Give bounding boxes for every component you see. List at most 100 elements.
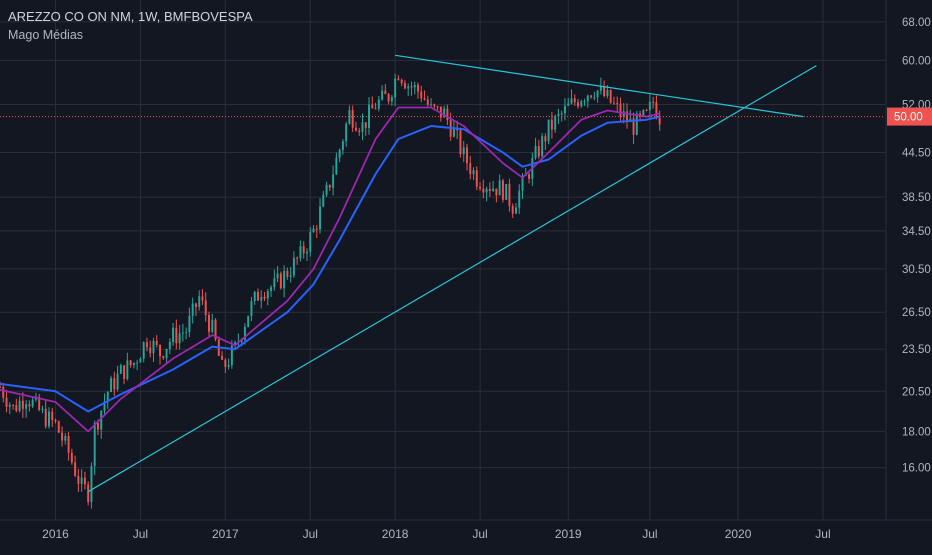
candle-body bbox=[159, 344, 161, 357]
candle-body bbox=[485, 188, 488, 193]
candle-body bbox=[302, 246, 305, 254]
candle-body bbox=[590, 95, 593, 98]
candle-body bbox=[462, 147, 465, 155]
candle-body bbox=[90, 466, 93, 503]
candle-body bbox=[479, 186, 482, 189]
candle-body bbox=[165, 349, 168, 359]
candle-body bbox=[547, 119, 550, 142]
y-tick-label: 34.50 bbox=[902, 226, 931, 238]
x-tick-label: 2020 bbox=[725, 527, 752, 541]
candle-body bbox=[466, 147, 468, 164]
candle-body bbox=[80, 477, 83, 484]
candle-body bbox=[603, 86, 606, 97]
candle-body bbox=[544, 136, 547, 142]
candle-body bbox=[25, 404, 28, 409]
candle-body bbox=[534, 146, 537, 158]
candle-body bbox=[443, 108, 446, 118]
candle-body bbox=[64, 435, 67, 441]
candle-body bbox=[162, 356, 165, 359]
candle-body bbox=[505, 183, 508, 200]
y-tick-label: 38.50 bbox=[902, 192, 931, 204]
candle-body bbox=[501, 180, 504, 200]
candle-body bbox=[469, 163, 472, 175]
candle-body bbox=[341, 141, 344, 150]
candle-body bbox=[194, 303, 197, 307]
candle-body bbox=[557, 113, 560, 117]
x-tick-label: 2019 bbox=[555, 527, 582, 541]
candle-body bbox=[632, 118, 635, 135]
candle-body bbox=[57, 421, 60, 433]
candle-body bbox=[328, 184, 331, 188]
candle-body bbox=[639, 113, 642, 116]
candle-body bbox=[103, 401, 106, 411]
candle-body bbox=[528, 174, 531, 179]
candle-body bbox=[283, 270, 286, 289]
candle-body bbox=[420, 91, 423, 99]
candle-body bbox=[149, 347, 152, 354]
candle-body bbox=[211, 319, 214, 332]
candle-body bbox=[175, 327, 178, 344]
candle-body bbox=[142, 342, 145, 359]
candle-body bbox=[612, 102, 615, 104]
candle-body bbox=[116, 373, 119, 390]
candle-body bbox=[619, 103, 622, 117]
candle-body bbox=[446, 108, 449, 120]
candle-body bbox=[511, 205, 514, 214]
symbol-title[interactable]: AREZZO CO ON NM, 1W, BMFBOVESPA bbox=[8, 9, 253, 24]
candle-body bbox=[616, 103, 619, 105]
candle-body bbox=[260, 296, 263, 301]
candle-body bbox=[560, 113, 563, 115]
candle-body bbox=[332, 174, 335, 188]
candle-body bbox=[354, 127, 357, 131]
candle-body bbox=[15, 404, 18, 411]
candle-body bbox=[123, 365, 126, 380]
candle-body bbox=[8, 404, 11, 407]
y-tick-label: 18.00 bbox=[902, 426, 931, 438]
candle-body bbox=[41, 408, 44, 410]
x-tick-label: 2016 bbox=[42, 527, 69, 541]
candle-body bbox=[312, 228, 315, 232]
candle-body bbox=[642, 110, 645, 116]
x-tick-label: Jul bbox=[642, 527, 657, 541]
candle-body bbox=[234, 342, 237, 346]
y-tick-label: 16.00 bbox=[902, 463, 931, 475]
candle-body bbox=[54, 419, 57, 422]
indicator-name[interactable]: Mago Médias bbox=[8, 28, 84, 42]
candle-body bbox=[214, 319, 217, 340]
candle-body bbox=[319, 206, 322, 230]
candle-body bbox=[38, 396, 41, 410]
candle-body bbox=[221, 355, 224, 360]
candle-body bbox=[645, 110, 648, 112]
candle-body bbox=[413, 84, 416, 88]
candle-body bbox=[508, 183, 511, 206]
candle-body bbox=[28, 404, 31, 407]
candle-body bbox=[433, 104, 436, 107]
trendline-support bbox=[87, 65, 817, 493]
candle-body bbox=[113, 378, 116, 390]
candle-body bbox=[358, 130, 361, 132]
candle-body bbox=[230, 345, 233, 366]
candle-body bbox=[31, 399, 34, 407]
y-tick-label: 20.50 bbox=[902, 386, 931, 398]
candle-body bbox=[583, 101, 586, 103]
candle-body bbox=[596, 90, 599, 98]
candle-body bbox=[325, 184, 328, 195]
candle-body bbox=[299, 246, 302, 259]
y-tick-label: 26.50 bbox=[902, 307, 931, 319]
candle-body bbox=[518, 190, 521, 208]
candle-body bbox=[83, 477, 86, 485]
last-price-badge bbox=[887, 107, 932, 126]
candle-body bbox=[514, 207, 517, 214]
candle-body bbox=[296, 257, 299, 259]
candle-body bbox=[622, 111, 625, 117]
candle-body bbox=[44, 408, 47, 427]
candle-body bbox=[155, 340, 158, 345]
y-tick-label: 23.50 bbox=[902, 344, 931, 356]
candle-body bbox=[652, 101, 655, 103]
candle-body bbox=[305, 251, 308, 254]
candle-body bbox=[426, 99, 429, 105]
candle-body bbox=[459, 130, 462, 155]
